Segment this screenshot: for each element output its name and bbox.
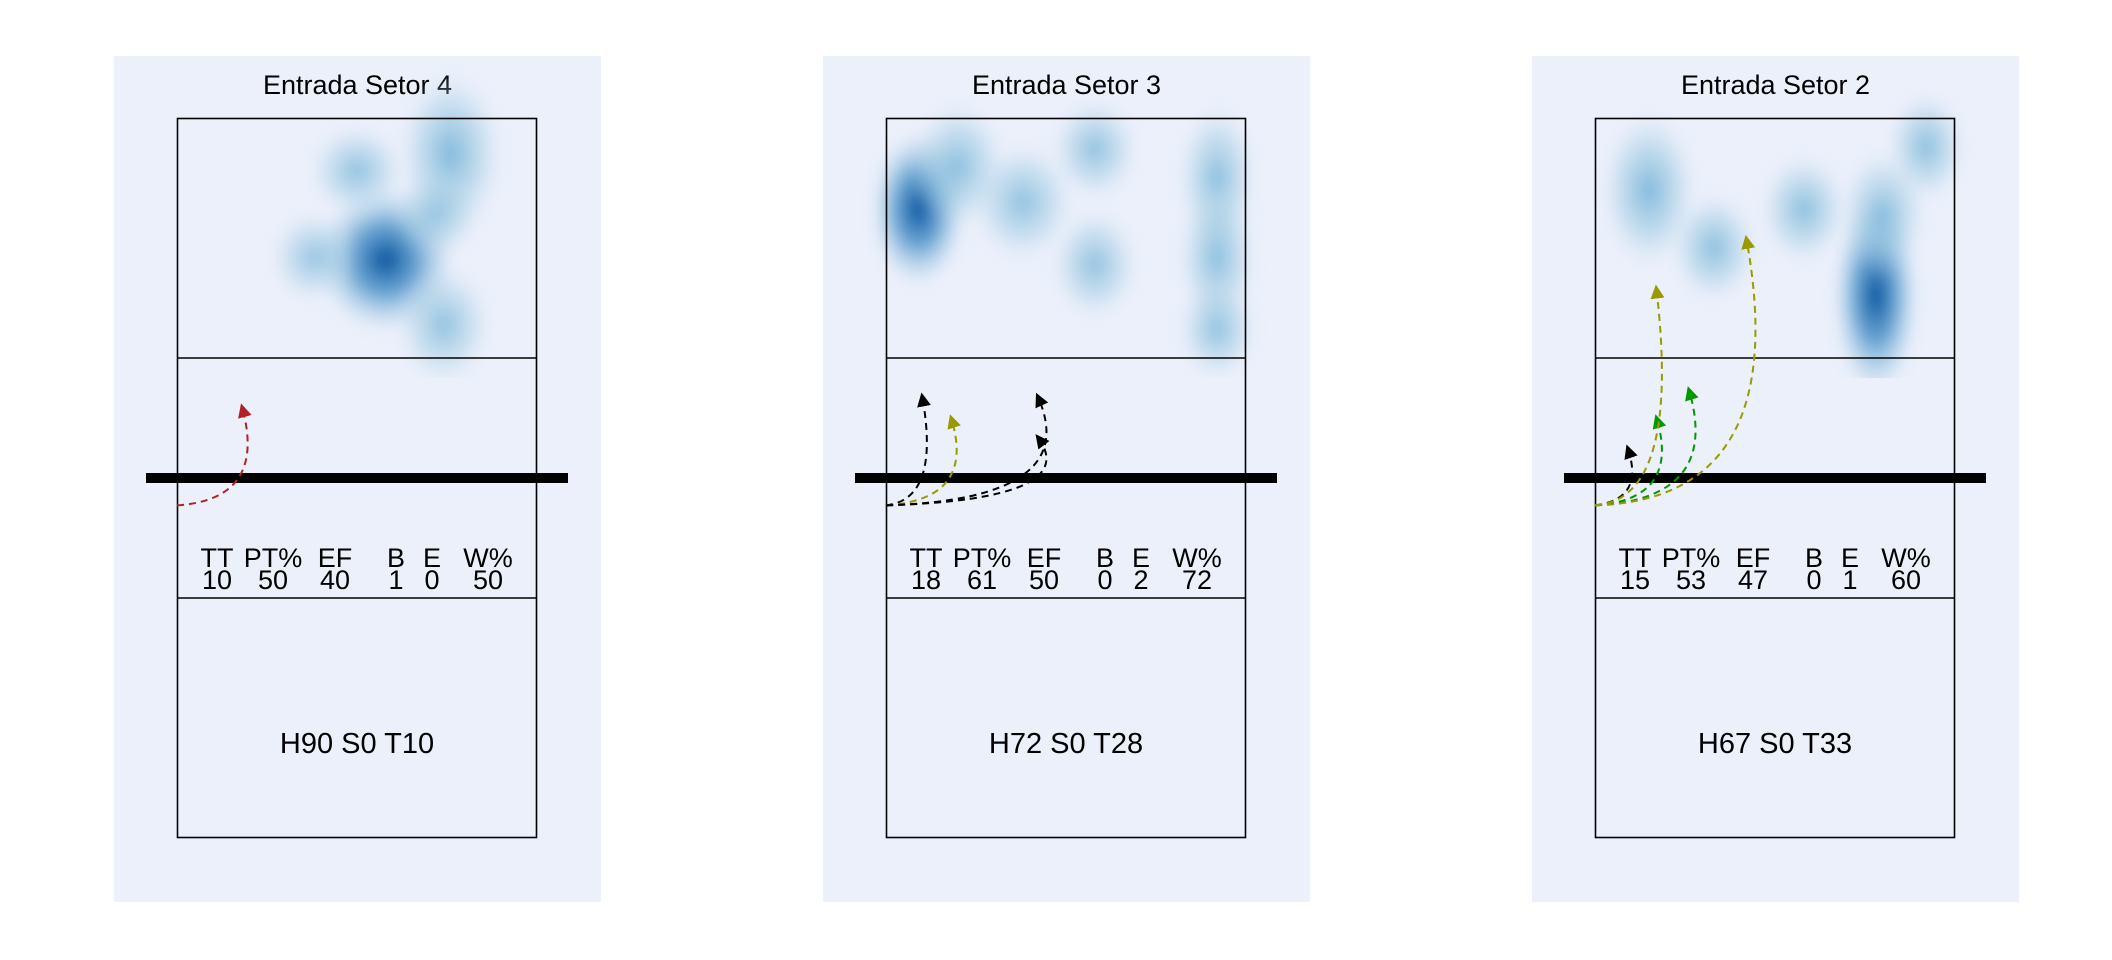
attack-trajectory	[1594, 444, 1638, 507]
stat-value: 53	[1676, 565, 1706, 595]
heatmap-layer	[870, 99, 1257, 378]
stat-header: EF	[1736, 543, 1771, 573]
stat-value: 1	[1842, 565, 1857, 595]
stat-value: 18	[911, 565, 941, 595]
heat-spot	[1760, 154, 1847, 264]
heat-spot	[309, 125, 405, 217]
stat-header: B	[1805, 543, 1823, 573]
stat-header: B	[1096, 543, 1114, 573]
stat-header: PT%	[1662, 543, 1721, 573]
court-plot: TT PT% EF B E W% 15 53 47 0 1 60 H67 S0 T33	[1564, 92, 1986, 839]
chart-panel-setor-2: Entrada Setor 2 TT PT% EF B E W% 15 53 47 0 1 60 H67…	[1532, 56, 2019, 902]
stat-value: 47	[1738, 565, 1768, 595]
stat-header: PT%	[953, 543, 1012, 573]
stat-header: EF	[1027, 543, 1062, 573]
heat-spot	[393, 168, 480, 260]
stat-header: W%	[1172, 543, 1222, 573]
stat-value: 50	[258, 565, 288, 595]
heat-spot	[970, 142, 1075, 262]
attack-trajectory	[1594, 234, 1757, 507]
stat-header: W%	[463, 543, 513, 573]
attack-trajectory	[176, 403, 252, 507]
attack-trajectory	[1594, 386, 1699, 507]
attack-trajectory	[885, 414, 961, 507]
stat-value: 61	[967, 565, 997, 595]
stat-header: EF	[318, 543, 353, 573]
attack-trajectory	[885, 392, 931, 507]
heat-spot	[1178, 279, 1257, 378]
stat-value: 1	[388, 565, 403, 595]
court-plot: TT PT% EF B E W% 10 50 40 1 0 50 H90 S0 T10	[146, 71, 568, 839]
stat-header: TT	[1619, 543, 1652, 573]
heat-spot	[1051, 209, 1138, 320]
court-plot: TT PT% EF B E W% 18 61 50 0 2 72 H72 S0 T28	[855, 99, 1277, 839]
chart-title: Entrada Setor 4	[262, 70, 453, 100]
stat-value: 10	[202, 565, 232, 595]
attack-trajectory	[1594, 414, 1667, 507]
stat-header: B	[387, 543, 405, 573]
stat-header: PT%	[244, 543, 303, 573]
chart-panel-setor-3: Entrada Setor 3 TT PT% EF B E W% 18 61 50 0 2 72 H72…	[823, 56, 1310, 902]
stat-value: 50	[1029, 565, 1059, 595]
chart-title: Entrada Setor 2	[1680, 70, 1871, 100]
heatmap-layer	[270, 71, 503, 378]
stat-header: TT	[201, 543, 234, 573]
rotation-label: H72 S0 T28	[989, 728, 1143, 760]
stat-header: TT	[910, 543, 943, 573]
attack-trajectory	[885, 392, 1049, 507]
heat-spot	[1839, 150, 1927, 278]
stat-value: 60	[1891, 565, 1921, 595]
stat-value: 0	[1806, 565, 1821, 595]
attack-trajectory	[1594, 284, 1665, 507]
attack-trajectory	[885, 434, 1050, 507]
stat-value: 72	[1182, 565, 1212, 595]
stat-header: E	[1132, 543, 1150, 573]
stat-header: E	[1841, 543, 1859, 573]
heat-spot	[1601, 112, 1697, 268]
stat-header: W%	[1881, 543, 1931, 573]
stat-value: 2	[1133, 565, 1148, 595]
stat-value: 0	[1097, 565, 1112, 595]
stat-value: 40	[320, 565, 350, 595]
heat-spot	[270, 211, 357, 303]
chart-title: Entrada Setor 3	[971, 70, 1162, 100]
stat-value: 0	[424, 565, 439, 595]
rotation-label: H90 S0 T10	[280, 728, 434, 760]
chart-panel-setor-4: Entrada Setor 4 TT PT% EF B E W% 10 50 40 1 0 50 H90…	[114, 56, 601, 902]
heat-spot	[395, 265, 491, 378]
heat-spot	[1670, 192, 1757, 303]
heatmap-layer	[1601, 92, 1966, 378]
stat-value: 50	[473, 565, 503, 595]
heat-spot	[1051, 99, 1138, 200]
stat-value: 15	[1620, 565, 1650, 595]
rotation-label: H67 S0 T33	[1698, 728, 1852, 760]
stat-header: E	[423, 543, 441, 573]
